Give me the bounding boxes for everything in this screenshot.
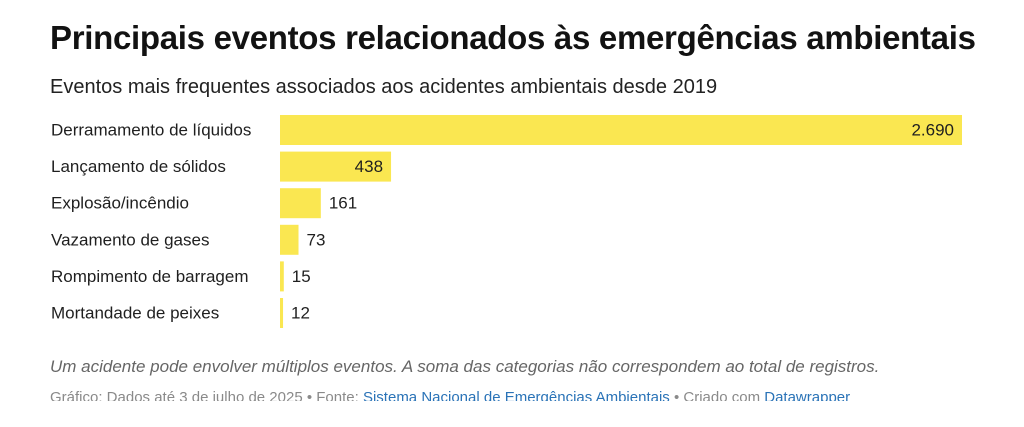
bar-row: Lançamento de sólidos 438 [51, 151, 392, 182]
footer-separator: • [302, 389, 317, 401]
value-label: 2.690 [911, 121, 954, 140]
bar [280, 224, 299, 255]
category-label: Explosão/incêndio [51, 194, 189, 213]
footer-source-label: Fonte: [316, 389, 363, 401]
value-label: 73 [307, 230, 326, 249]
value-label: 15 [292, 267, 311, 286]
value-label: 161 [329, 194, 357, 213]
chart-title: Principais eventos relacionados às emerg… [50, 19, 976, 56]
chart-subtitle: Eventos mais frequentes associados aos a… [50, 76, 718, 98]
chart-footer: Gráfico: Dados até 3 de julho de 2025 • … [50, 388, 850, 401]
bar [280, 188, 321, 219]
category-label: Vazamento de gases [51, 230, 209, 249]
bar-row: Rompimento de barragem 15 [51, 261, 311, 292]
category-label: Mortandade de peixes [51, 304, 219, 323]
bar [280, 151, 392, 182]
value-label: 12 [291, 304, 310, 323]
bar-row: Explosão/incêndio 161 [51, 188, 357, 219]
bar [280, 298, 284, 328]
bar [280, 115, 962, 145]
bar-row: Mortandade de peixes 12 [51, 298, 310, 328]
bar-row: Vazamento de gases 73 [51, 224, 326, 255]
bar [280, 261, 284, 292]
chart-note: Um acidente pode envolver múltiplos even… [50, 357, 880, 376]
category-label: Lançamento de sólidos [51, 157, 226, 176]
footer-created-label: Criado com [683, 389, 765, 401]
datawrapper-link[interactable]: Datawrapper [764, 389, 851, 401]
footer-separator: • [669, 389, 684, 401]
category-label: Rompimento de barragem [51, 267, 248, 286]
bar-chart: Derramamento de líquidos 2.690 Lançamento … [51, 115, 962, 328]
source-link[interactable]: Sistema Nacional de Emergências Ambienta… [362, 389, 670, 401]
bar-row: Derramamento de líquidos 2.690 [51, 115, 962, 145]
value-label: 438 [355, 157, 383, 176]
footer-graphic-label: Gráfico: Dados até 3 de julho de 2025 [50, 389, 303, 401]
category-label: Derramamento de líquidos [51, 121, 251, 140]
